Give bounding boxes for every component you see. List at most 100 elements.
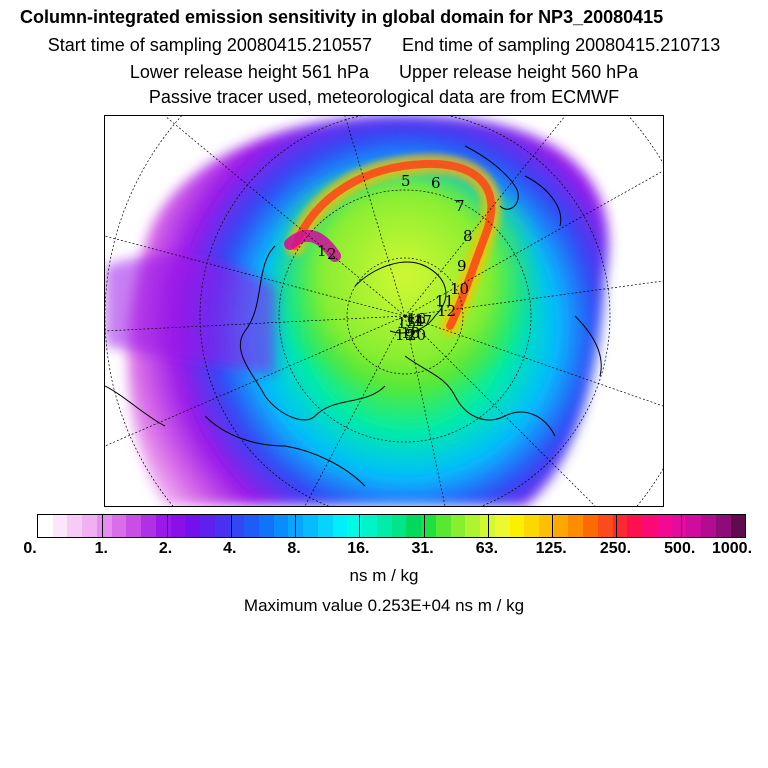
track-label: 17 (413, 312, 432, 330)
colorbar-segment (317, 515, 333, 537)
colorbar-tick-label: 1000. (711, 540, 753, 557)
colorbar-segment (332, 515, 348, 537)
sampling-start: Start time of sampling 20080415.210557 (47, 35, 372, 55)
colorbar (37, 514, 746, 538)
track-label: 6 (431, 174, 441, 192)
track-label: 7 (455, 197, 465, 215)
release-lower: Lower release height 561 hPa (129, 62, 369, 82)
colorbar-segment (200, 515, 215, 537)
colorbar-divider (295, 515, 297, 537)
track-label: 2 (327, 245, 337, 263)
track-label: 14 (405, 312, 424, 330)
plot-title: Column-integrated emission sensitivity i… (20, 7, 664, 27)
colorbar-segment (273, 515, 289, 537)
track-label: 18 (401, 324, 420, 342)
colorbar-segment (583, 515, 598, 537)
track-label: 8 (463, 227, 473, 245)
track-label: 20 (407, 326, 426, 344)
tracer-note: Passive tracer used, meteorological data… (148, 87, 620, 107)
graticule (105, 116, 663, 506)
colorbar-segment (597, 515, 613, 537)
sampling-end: End time of sampling 20080415.210713 (402, 35, 721, 55)
colorbar-segment (391, 515, 407, 537)
colorbar-segment (568, 515, 584, 537)
colorbar-segment (465, 515, 481, 537)
colorbar-divider (616, 515, 618, 537)
colorbar-segment (524, 515, 539, 537)
colorbar-tick-label: 1. (94, 540, 108, 557)
colorbar-tick-label: 0. (23, 540, 37, 557)
colorbar-divider (102, 515, 104, 537)
colorbar-divider (680, 515, 682, 537)
colorbar-segment (450, 515, 466, 537)
colorbar-segment (141, 515, 156, 537)
colorbar-segment (244, 515, 260, 537)
release-upper: Upper release height 560 hPa (399, 62, 639, 82)
colorbar-divider (487, 515, 489, 537)
colorbar-segment (494, 515, 510, 537)
colorbar-segment (406, 515, 422, 537)
colorbar-segment (627, 515, 643, 537)
track-label: 15 (397, 314, 416, 332)
release-heights: Lower release height 561 hPa Upper releas… (0, 61, 768, 83)
colorbar-tick-label: 16. (347, 540, 370, 557)
colorbar-divider (166, 515, 168, 537)
colorbar-segment (612, 515, 628, 537)
track-label: 1 (317, 242, 327, 260)
colorbar-segment (362, 515, 377, 537)
colorbar-unit: ns m / kg (349, 566, 419, 585)
colorbar-segment (480, 515, 495, 537)
colorbar-segment (126, 515, 142, 537)
colorbar-segment (715, 515, 731, 537)
colorbar-tick-label: 8. (287, 540, 301, 557)
colorbar-tick-label: 500. (664, 540, 696, 557)
colorbar-segment (303, 515, 318, 537)
colorbar-segment (170, 515, 186, 537)
flight-track (284, 153, 502, 336)
colorbar-segment (701, 515, 716, 537)
sampling-times: Start time of sampling 20080415.210557 En… (0, 34, 768, 56)
colorbar-tick-label: 250. (599, 540, 632, 557)
coastlines (105, 145, 602, 487)
track-label: 5 (401, 172, 411, 190)
colorbar-segment (538, 515, 554, 537)
track-label: 11 (435, 292, 454, 310)
colorbar-segment (229, 515, 245, 537)
colorbar-segment (435, 515, 451, 537)
colorbar-tick-label: 4. (223, 540, 237, 557)
colorbar-segment (155, 515, 171, 537)
colorbar-segment (52, 515, 68, 537)
colorbar-segment (656, 515, 672, 537)
sensitivity-map: 1 2 5 6 7 8 9 10 11 12 14 15 16 17 18 19 20 (104, 115, 664, 507)
colorbar-ticks: 0. 1. 2. 4. 8. 16. 31. 63. 125. 250. 500. 1000. (0, 540, 768, 562)
colorbar-tick-label: 2. (158, 540, 173, 557)
colorbar-segment (185, 515, 201, 537)
track-label: 12 (437, 302, 456, 320)
colorbar-segment (38, 515, 53, 537)
track-label: 9 (457, 257, 467, 275)
colorbar-divider (552, 515, 554, 537)
colorbar-segment (259, 515, 274, 537)
colorbar-segment (376, 515, 392, 537)
colorbar-segment (347, 515, 363, 537)
colorbar-segment (111, 515, 127, 537)
track-label: 10 (450, 280, 469, 298)
colorbar-segment (671, 515, 687, 537)
colorbar-segment (642, 515, 657, 537)
colorbar-tick-label: 63. (475, 540, 499, 557)
colorbar-tick-label: 125. (535, 540, 567, 557)
colorbar-divider (423, 515, 425, 537)
track-label: 16 (407, 310, 426, 328)
colorbar-divider (359, 515, 361, 537)
colorbar-segment (96, 515, 112, 537)
colorbar-segment (82, 515, 97, 537)
maximum-value: Maximum value 0.253E+04 ns m / kg (243, 596, 525, 615)
colorbar-segment (686, 515, 702, 537)
colorbar-segment (553, 515, 569, 537)
colorbar-segment (214, 515, 230, 537)
colorbar-segment (67, 515, 83, 537)
colorbar-divider (230, 515, 232, 537)
colorbar-segment (421, 515, 436, 537)
